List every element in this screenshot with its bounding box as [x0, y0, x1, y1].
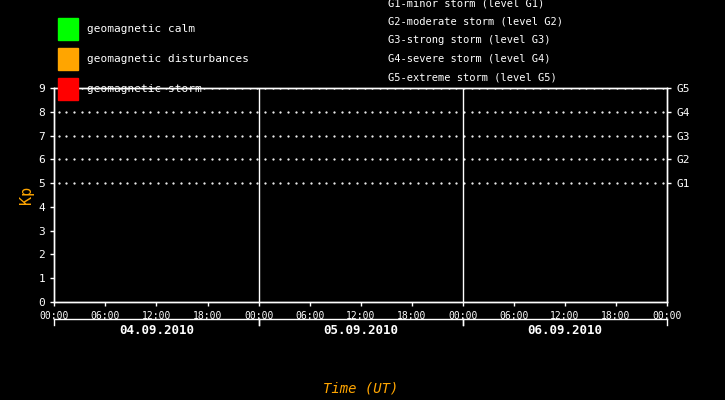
Text: G3-strong storm (level G3): G3-strong storm (level G3) — [388, 35, 550, 45]
Text: Time (UT): Time (UT) — [323, 382, 398, 396]
Text: 04.09.2010: 04.09.2010 — [119, 324, 194, 337]
Text: geomagnetic disturbances: geomagnetic disturbances — [87, 54, 249, 64]
Text: geomagnetic storm: geomagnetic storm — [87, 84, 202, 94]
Text: 05.09.2010: 05.09.2010 — [323, 324, 398, 337]
Y-axis label: Kp: Kp — [20, 186, 34, 204]
Text: G4-severe storm (level G4): G4-severe storm (level G4) — [388, 54, 550, 64]
Text: geomagnetic calm: geomagnetic calm — [87, 24, 195, 34]
Text: G1-minor storm (level G1): G1-minor storm (level G1) — [388, 0, 544, 8]
Text: G2-moderate storm (level G2): G2-moderate storm (level G2) — [388, 17, 563, 27]
Text: 06.09.2010: 06.09.2010 — [527, 324, 602, 337]
Text: G5-extreme storm (level G5): G5-extreme storm (level G5) — [388, 72, 557, 82]
